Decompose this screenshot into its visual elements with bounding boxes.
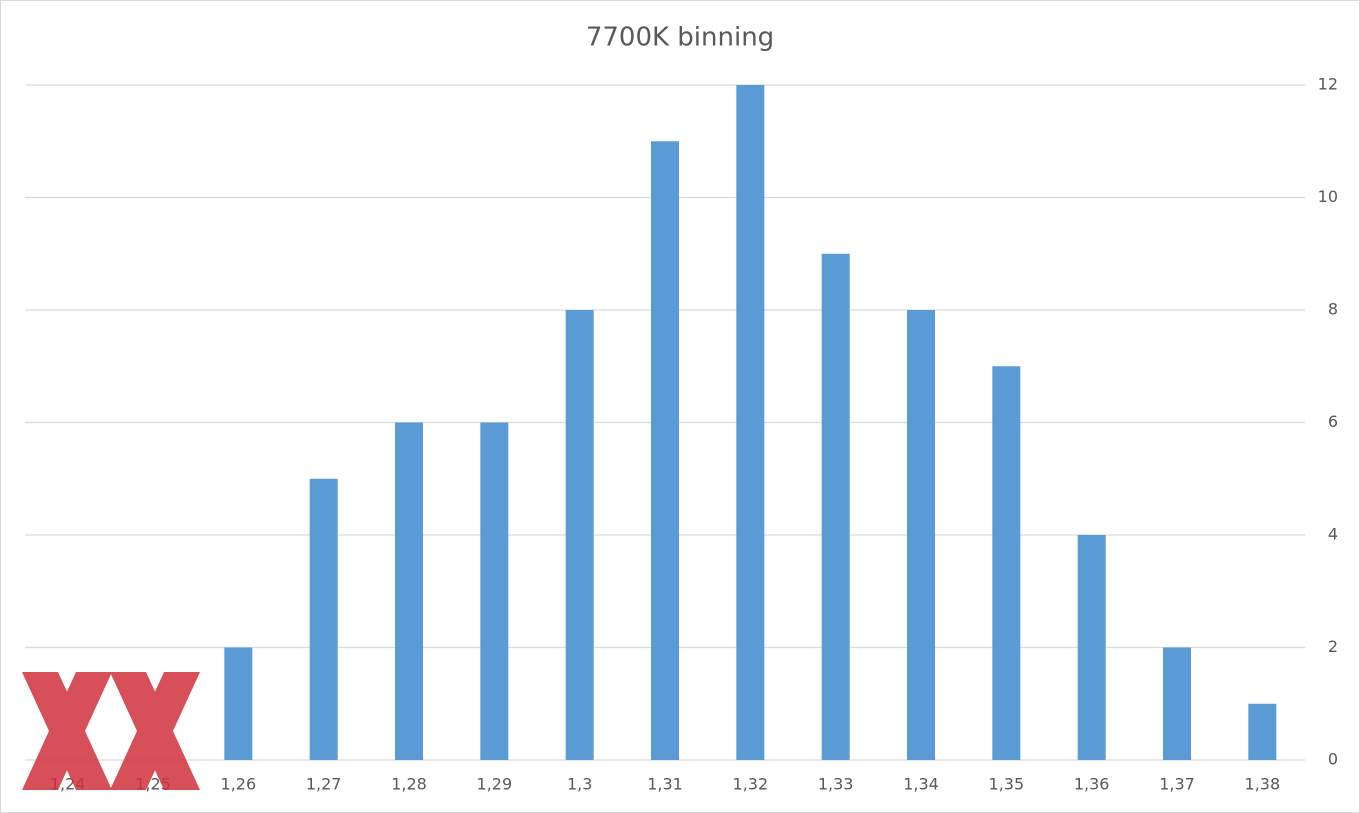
x-tick-label: 1,36 bbox=[1074, 775, 1110, 794]
y-tick-label: 8 bbox=[1328, 300, 1338, 319]
x-tick-label: 1,31 bbox=[647, 775, 683, 794]
y-tick-label: 4 bbox=[1328, 525, 1338, 544]
x-tick-label: 1,35 bbox=[989, 775, 1025, 794]
y-tick-label: 10 bbox=[1318, 187, 1338, 206]
bar bbox=[992, 366, 1021, 760]
bar bbox=[224, 647, 253, 760]
chart-title: 7700K binning bbox=[586, 23, 774, 53]
bar bbox=[1248, 703, 1277, 760]
x-tick-label: 1,37 bbox=[1159, 775, 1195, 794]
x-tick-label: 1,26 bbox=[221, 775, 257, 794]
bar bbox=[736, 85, 765, 760]
bar bbox=[480, 422, 509, 760]
bar bbox=[309, 478, 338, 760]
bar bbox=[907, 310, 935, 760]
y-tick-label: 0 bbox=[1328, 750, 1338, 769]
y-tick-label: 2 bbox=[1328, 637, 1338, 656]
x-tick-label: 1,3 bbox=[567, 775, 592, 794]
x-tick-label: 1,29 bbox=[477, 775, 513, 794]
x-tick-label: 1,38 bbox=[1245, 775, 1281, 794]
x-tick-label: 1,27 bbox=[306, 775, 342, 794]
bar bbox=[821, 253, 850, 760]
x-tick-label: 1,28 bbox=[391, 775, 427, 794]
bar bbox=[1077, 535, 1106, 760]
y-tick-label: 6 bbox=[1328, 412, 1338, 431]
x-tick-label: 1,33 bbox=[818, 775, 854, 794]
x-tick-label: 1,34 bbox=[903, 775, 939, 794]
y-tick-label: 12 bbox=[1318, 75, 1338, 94]
x-tick-label: 1,32 bbox=[733, 775, 769, 794]
bar bbox=[651, 141, 679, 760]
bar bbox=[1163, 647, 1191, 760]
bar bbox=[395, 422, 423, 760]
bar bbox=[565, 310, 594, 760]
watermark-logo bbox=[22, 672, 200, 790]
